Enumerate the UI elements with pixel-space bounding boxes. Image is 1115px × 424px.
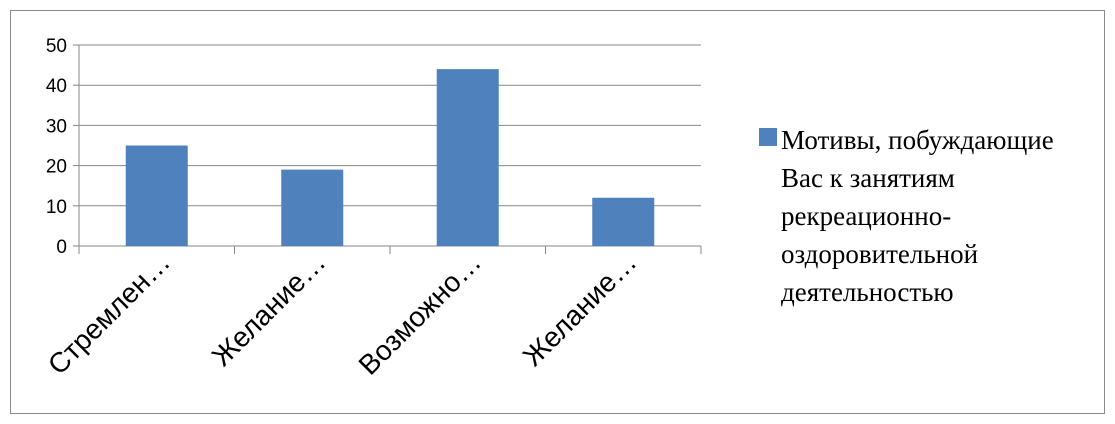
y-tick-label: 20 [46,157,67,178]
bar [592,197,655,246]
legend-label: Мотивы, побуждающие Вас к занятиям рекре… [781,125,1054,307]
bar [281,169,344,246]
x-category-label: Желание… [206,246,332,372]
y-tick-label: 40 [46,76,67,97]
y-tick-label: 0 [56,237,67,258]
y-tick-label: 50 [46,36,67,57]
legend-swatch [759,128,777,146]
y-tick-label: 10 [46,197,67,218]
x-category-label: Возможно… [353,246,487,380]
y-tick-label: 30 [46,116,67,137]
x-category-label: Стремлен… [42,246,176,380]
x-category-label: Желание… [517,246,643,372]
bar [436,69,499,246]
legend: Мотивы, побуждающие Вас к занятиям рекре… [759,121,1059,311]
bar [125,145,188,246]
chart-frame: 0 10 20 30 40 50 Стремлен… Желание… Возможно… Жел… [10,10,1105,414]
